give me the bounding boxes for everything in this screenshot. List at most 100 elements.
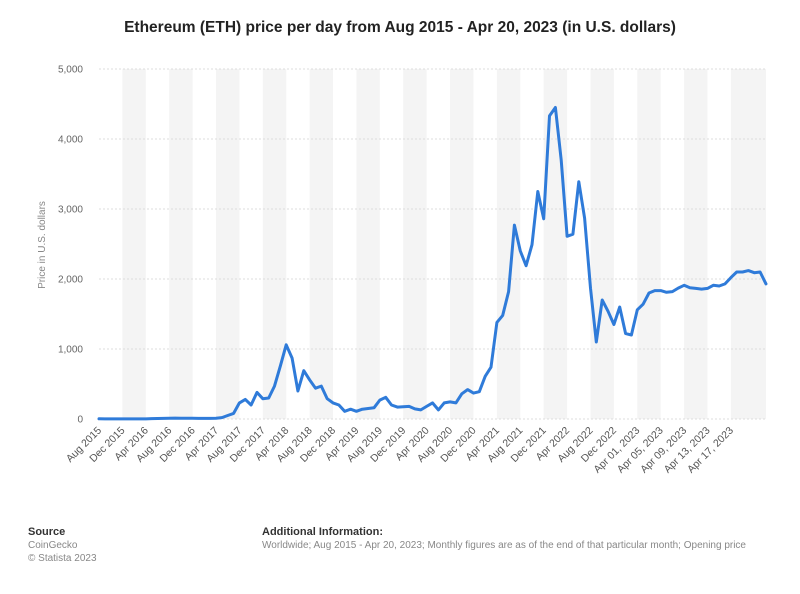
data-point[interactable] bbox=[255, 391, 258, 394]
data-point[interactable] bbox=[525, 264, 528, 267]
data-point[interactable] bbox=[677, 287, 680, 290]
data-point[interactable] bbox=[665, 291, 668, 294]
data-point[interactable] bbox=[542, 217, 545, 220]
data-point[interactable] bbox=[683, 284, 686, 287]
data-point[interactable] bbox=[642, 303, 645, 306]
data-point[interactable] bbox=[472, 392, 475, 395]
data-point[interactable] bbox=[589, 287, 592, 290]
data-point[interactable] bbox=[144, 417, 147, 420]
data-point[interactable] bbox=[753, 271, 756, 274]
data-point[interactable] bbox=[402, 405, 405, 408]
data-point[interactable] bbox=[747, 269, 750, 272]
data-point[interactable] bbox=[706, 287, 709, 290]
data-point[interactable] bbox=[220, 416, 223, 419]
data-point[interactable] bbox=[536, 190, 539, 193]
data-point[interactable] bbox=[203, 417, 206, 420]
data-point[interactable] bbox=[384, 396, 387, 399]
data-point[interactable] bbox=[443, 401, 446, 404]
data-point[interactable] bbox=[285, 343, 288, 346]
data-point[interactable] bbox=[127, 417, 130, 420]
data-point[interactable] bbox=[560, 159, 563, 162]
data-point[interactable] bbox=[302, 369, 305, 372]
data-point[interactable] bbox=[209, 417, 212, 420]
data-point[interactable] bbox=[267, 397, 270, 400]
data-point[interactable] bbox=[484, 375, 487, 378]
data-point[interactable] bbox=[337, 404, 340, 407]
data-point[interactable] bbox=[495, 321, 498, 324]
data-point[interactable] bbox=[185, 417, 188, 420]
data-point[interactable] bbox=[390, 404, 393, 407]
data-point[interactable] bbox=[238, 401, 241, 404]
data-point[interactable] bbox=[133, 417, 136, 420]
data-point[interactable] bbox=[103, 417, 106, 420]
data-point[interactable] bbox=[478, 390, 481, 393]
data-point[interactable] bbox=[449, 400, 452, 403]
data-point[interactable] bbox=[583, 217, 586, 220]
data-point[interactable] bbox=[191, 417, 194, 420]
data-point[interactable] bbox=[490, 366, 493, 369]
data-point[interactable] bbox=[595, 341, 598, 344]
data-point[interactable] bbox=[571, 233, 574, 236]
data-point[interactable] bbox=[735, 271, 738, 274]
data-point[interactable] bbox=[501, 314, 504, 317]
data-point[interactable] bbox=[98, 417, 101, 420]
data-point[interactable] bbox=[454, 401, 457, 404]
data-point[interactable] bbox=[396, 406, 399, 409]
data-point[interactable] bbox=[332, 401, 335, 404]
data-point[interactable] bbox=[232, 412, 235, 415]
data-point[interactable] bbox=[226, 414, 229, 417]
data-point[interactable] bbox=[150, 417, 153, 420]
data-point[interactable] bbox=[718, 285, 721, 288]
data-point[interactable] bbox=[519, 250, 522, 253]
data-point[interactable] bbox=[408, 405, 411, 408]
data-point[interactable] bbox=[724, 282, 727, 285]
data-point[interactable] bbox=[372, 406, 375, 409]
data-point[interactable] bbox=[138, 417, 141, 420]
data-point[interactable] bbox=[425, 405, 428, 408]
data-point[interactable] bbox=[174, 417, 177, 420]
data-point[interactable] bbox=[700, 288, 703, 291]
data-point[interactable] bbox=[513, 224, 516, 227]
data-point[interactable] bbox=[326, 397, 329, 400]
data-point[interactable] bbox=[759, 271, 762, 274]
data-point[interactable] bbox=[712, 284, 715, 287]
data-point[interactable] bbox=[630, 334, 633, 337]
data-point[interactable] bbox=[612, 323, 615, 326]
data-point[interactable] bbox=[688, 286, 691, 289]
data-point[interactable] bbox=[115, 417, 118, 420]
data-point[interactable] bbox=[577, 180, 580, 183]
data-point[interactable] bbox=[361, 408, 364, 411]
data-point[interactable] bbox=[647, 292, 650, 295]
data-point[interactable] bbox=[729, 276, 732, 279]
data-point[interactable] bbox=[554, 106, 557, 109]
data-point[interactable] bbox=[607, 310, 610, 313]
series-line[interactable] bbox=[97, 106, 768, 421]
data-point[interactable] bbox=[314, 387, 317, 390]
data-point[interactable] bbox=[343, 410, 346, 413]
data-point[interactable] bbox=[460, 392, 463, 395]
data-point[interactable] bbox=[244, 398, 247, 401]
data-point[interactable] bbox=[215, 417, 218, 420]
data-point[interactable] bbox=[624, 332, 627, 335]
data-point[interactable] bbox=[367, 407, 370, 410]
data-point[interactable] bbox=[530, 243, 533, 246]
data-point[interactable] bbox=[419, 408, 422, 411]
data-point[interactable] bbox=[121, 417, 124, 420]
data-point[interactable] bbox=[618, 306, 621, 309]
data-point[interactable] bbox=[168, 417, 171, 420]
data-point[interactable] bbox=[765, 282, 768, 285]
data-point[interactable] bbox=[378, 399, 381, 402]
data-point[interactable] bbox=[741, 271, 744, 274]
data-point[interactable] bbox=[162, 417, 165, 420]
source-name[interactable]: CoinGecko bbox=[28, 540, 78, 551]
data-point[interactable] bbox=[431, 401, 434, 404]
data-point[interactable] bbox=[636, 308, 639, 311]
data-point[interactable] bbox=[261, 397, 264, 400]
data-point[interactable] bbox=[296, 390, 299, 393]
data-point[interactable] bbox=[179, 417, 182, 420]
data-point[interactable] bbox=[659, 289, 662, 292]
data-point[interactable] bbox=[466, 388, 469, 391]
data-point[interactable] bbox=[273, 385, 276, 388]
data-point[interactable] bbox=[279, 364, 282, 367]
data-point[interactable] bbox=[507, 290, 510, 293]
